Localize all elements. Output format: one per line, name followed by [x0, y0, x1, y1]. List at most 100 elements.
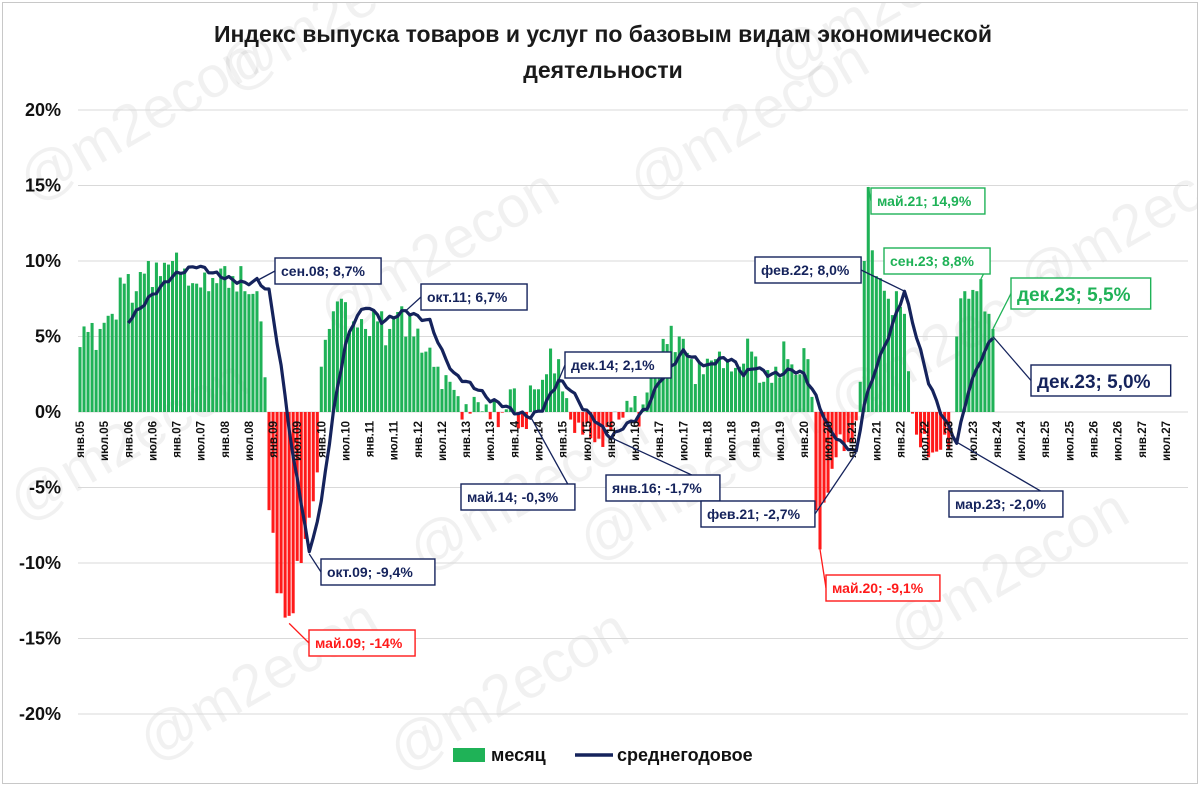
- x-tick-label: янв.24: [992, 420, 1004, 457]
- monthly-bar: [368, 336, 372, 412]
- monthly-bar: [138, 272, 142, 412]
- average-line: [127, 264, 995, 554]
- monthly-bar: [307, 412, 311, 518]
- monthly-bar: [725, 359, 730, 412]
- monthly-bar: [927, 412, 931, 458]
- monthly-bar: [179, 272, 183, 412]
- monthly-bar: [561, 391, 565, 412]
- monthly-bar: [818, 412, 822, 550]
- annotation-box: [883, 247, 991, 275]
- monthly-bar: [291, 412, 295, 614]
- monthly-bar: [183, 268, 187, 412]
- annotation-label: окт.11; 6,7%: [427, 289, 508, 305]
- x-tick-label: июл.12: [437, 421, 449, 461]
- monthly-bar: [931, 412, 935, 453]
- monthly-bar: [215, 283, 219, 412]
- x-tick-label: янв.17: [654, 421, 666, 458]
- annotation-box: [870, 187, 986, 215]
- monthly-bar: [436, 366, 440, 412]
- monthly-bar: [255, 291, 259, 412]
- annotation-leader: [992, 336, 1032, 381]
- monthly-bar: [335, 301, 339, 412]
- monthly-bar: [158, 276, 162, 412]
- annotation-leader: [288, 622, 310, 644]
- monthly-bar: [110, 313, 114, 412]
- x-tick-label: янв.05: [75, 420, 87, 457]
- y-tick-label: 15%: [25, 176, 61, 196]
- y-tick-label: 20%: [25, 100, 61, 120]
- monthly-bar: [500, 412, 504, 413]
- monthly-bar: [685, 352, 689, 412]
- monthly-bar: [967, 298, 971, 412]
- monthly-bar: [235, 291, 239, 412]
- x-tick-label: июл.08: [244, 420, 256, 461]
- monthly-bar: [456, 396, 460, 412]
- monthly-bar: [508, 389, 512, 412]
- monthly-bar: [902, 313, 906, 412]
- monthly-bar: [637, 412, 641, 427]
- monthly-bar: [858, 381, 862, 412]
- monthly-bar: [693, 384, 697, 412]
- monthly-bar: [303, 412, 307, 539]
- watermark-text: @m2econ: [207, 3, 469, 104]
- monthly-bar: [323, 339, 327, 412]
- x-tick-label: июл.27: [1161, 421, 1173, 461]
- monthly-bar: [440, 389, 444, 412]
- monthly-bar: [283, 412, 287, 618]
- y-tick-label: -15%: [19, 629, 61, 649]
- monthly-bar: [959, 298, 963, 412]
- monthly-bar: [404, 336, 408, 412]
- y-tick-label: -20%: [19, 704, 61, 724]
- monthly-bar: [577, 412, 581, 423]
- monthly-bar: [822, 412, 826, 503]
- monthly-bar: [947, 412, 951, 450]
- y-tick-label: 0%: [35, 402, 61, 422]
- monthly-bar: [343, 302, 347, 412]
- annotation-box: [605, 474, 721, 502]
- monthly-bar: [231, 276, 235, 412]
- monthly-bar: [175, 252, 179, 412]
- monthly-bar: [287, 412, 291, 616]
- monthly-bar: [713, 359, 717, 412]
- annotation-box: [460, 483, 576, 511]
- monthly-bar: [802, 348, 806, 412]
- monthly-bar: [388, 328, 392, 412]
- monthly-bar: [919, 412, 923, 448]
- annotation-label: окт.09; -9,4%: [327, 564, 413, 580]
- annotation-label: сен.08; 8,7%: [281, 263, 366, 279]
- monthly-bar: [810, 396, 814, 412]
- annotation-leader: [819, 549, 827, 589]
- annotation-label: дек.23; 5,5%: [1017, 285, 1131, 306]
- monthly-bar: [862, 261, 866, 412]
- monthly-bar: [786, 359, 790, 412]
- monthly-bar: [701, 374, 705, 412]
- monthly-bar: [400, 306, 404, 412]
- monthly-bar: [271, 412, 275, 533]
- monthly-bar: [372, 309, 376, 412]
- monthly-bar: [987, 313, 991, 412]
- monthly-bar: [782, 341, 786, 412]
- legend-bar-swatch: [453, 748, 485, 762]
- monthly-bar: [842, 412, 846, 452]
- annotation-box: [700, 500, 816, 528]
- monthly-bar: [384, 345, 388, 412]
- monthly-bar: [830, 412, 834, 469]
- monthly-bar: [939, 412, 943, 450]
- monthly-bar: [738, 366, 742, 412]
- watermark-text: @m2econ: [757, 3, 1019, 94]
- monthly-bar: [239, 266, 243, 412]
- monthly-bar: [90, 322, 94, 412]
- y-tick-label: 5%: [35, 327, 61, 347]
- annotation-leader: [256, 270, 276, 282]
- monthly-bar: [758, 382, 762, 412]
- monthly-bar: [203, 272, 207, 412]
- monthly-bar: [484, 404, 488, 412]
- monthly-bar: [492, 398, 496, 412]
- monthly-bar: [102, 322, 106, 412]
- monthly-bar: [130, 302, 134, 412]
- monthly-bar: [794, 375, 798, 412]
- annotation-label: янв.16; -1,7%: [612, 480, 702, 496]
- monthly-bar: [150, 287, 154, 412]
- monthly-bar: [870, 250, 874, 412]
- monthly-bar: [750, 351, 754, 412]
